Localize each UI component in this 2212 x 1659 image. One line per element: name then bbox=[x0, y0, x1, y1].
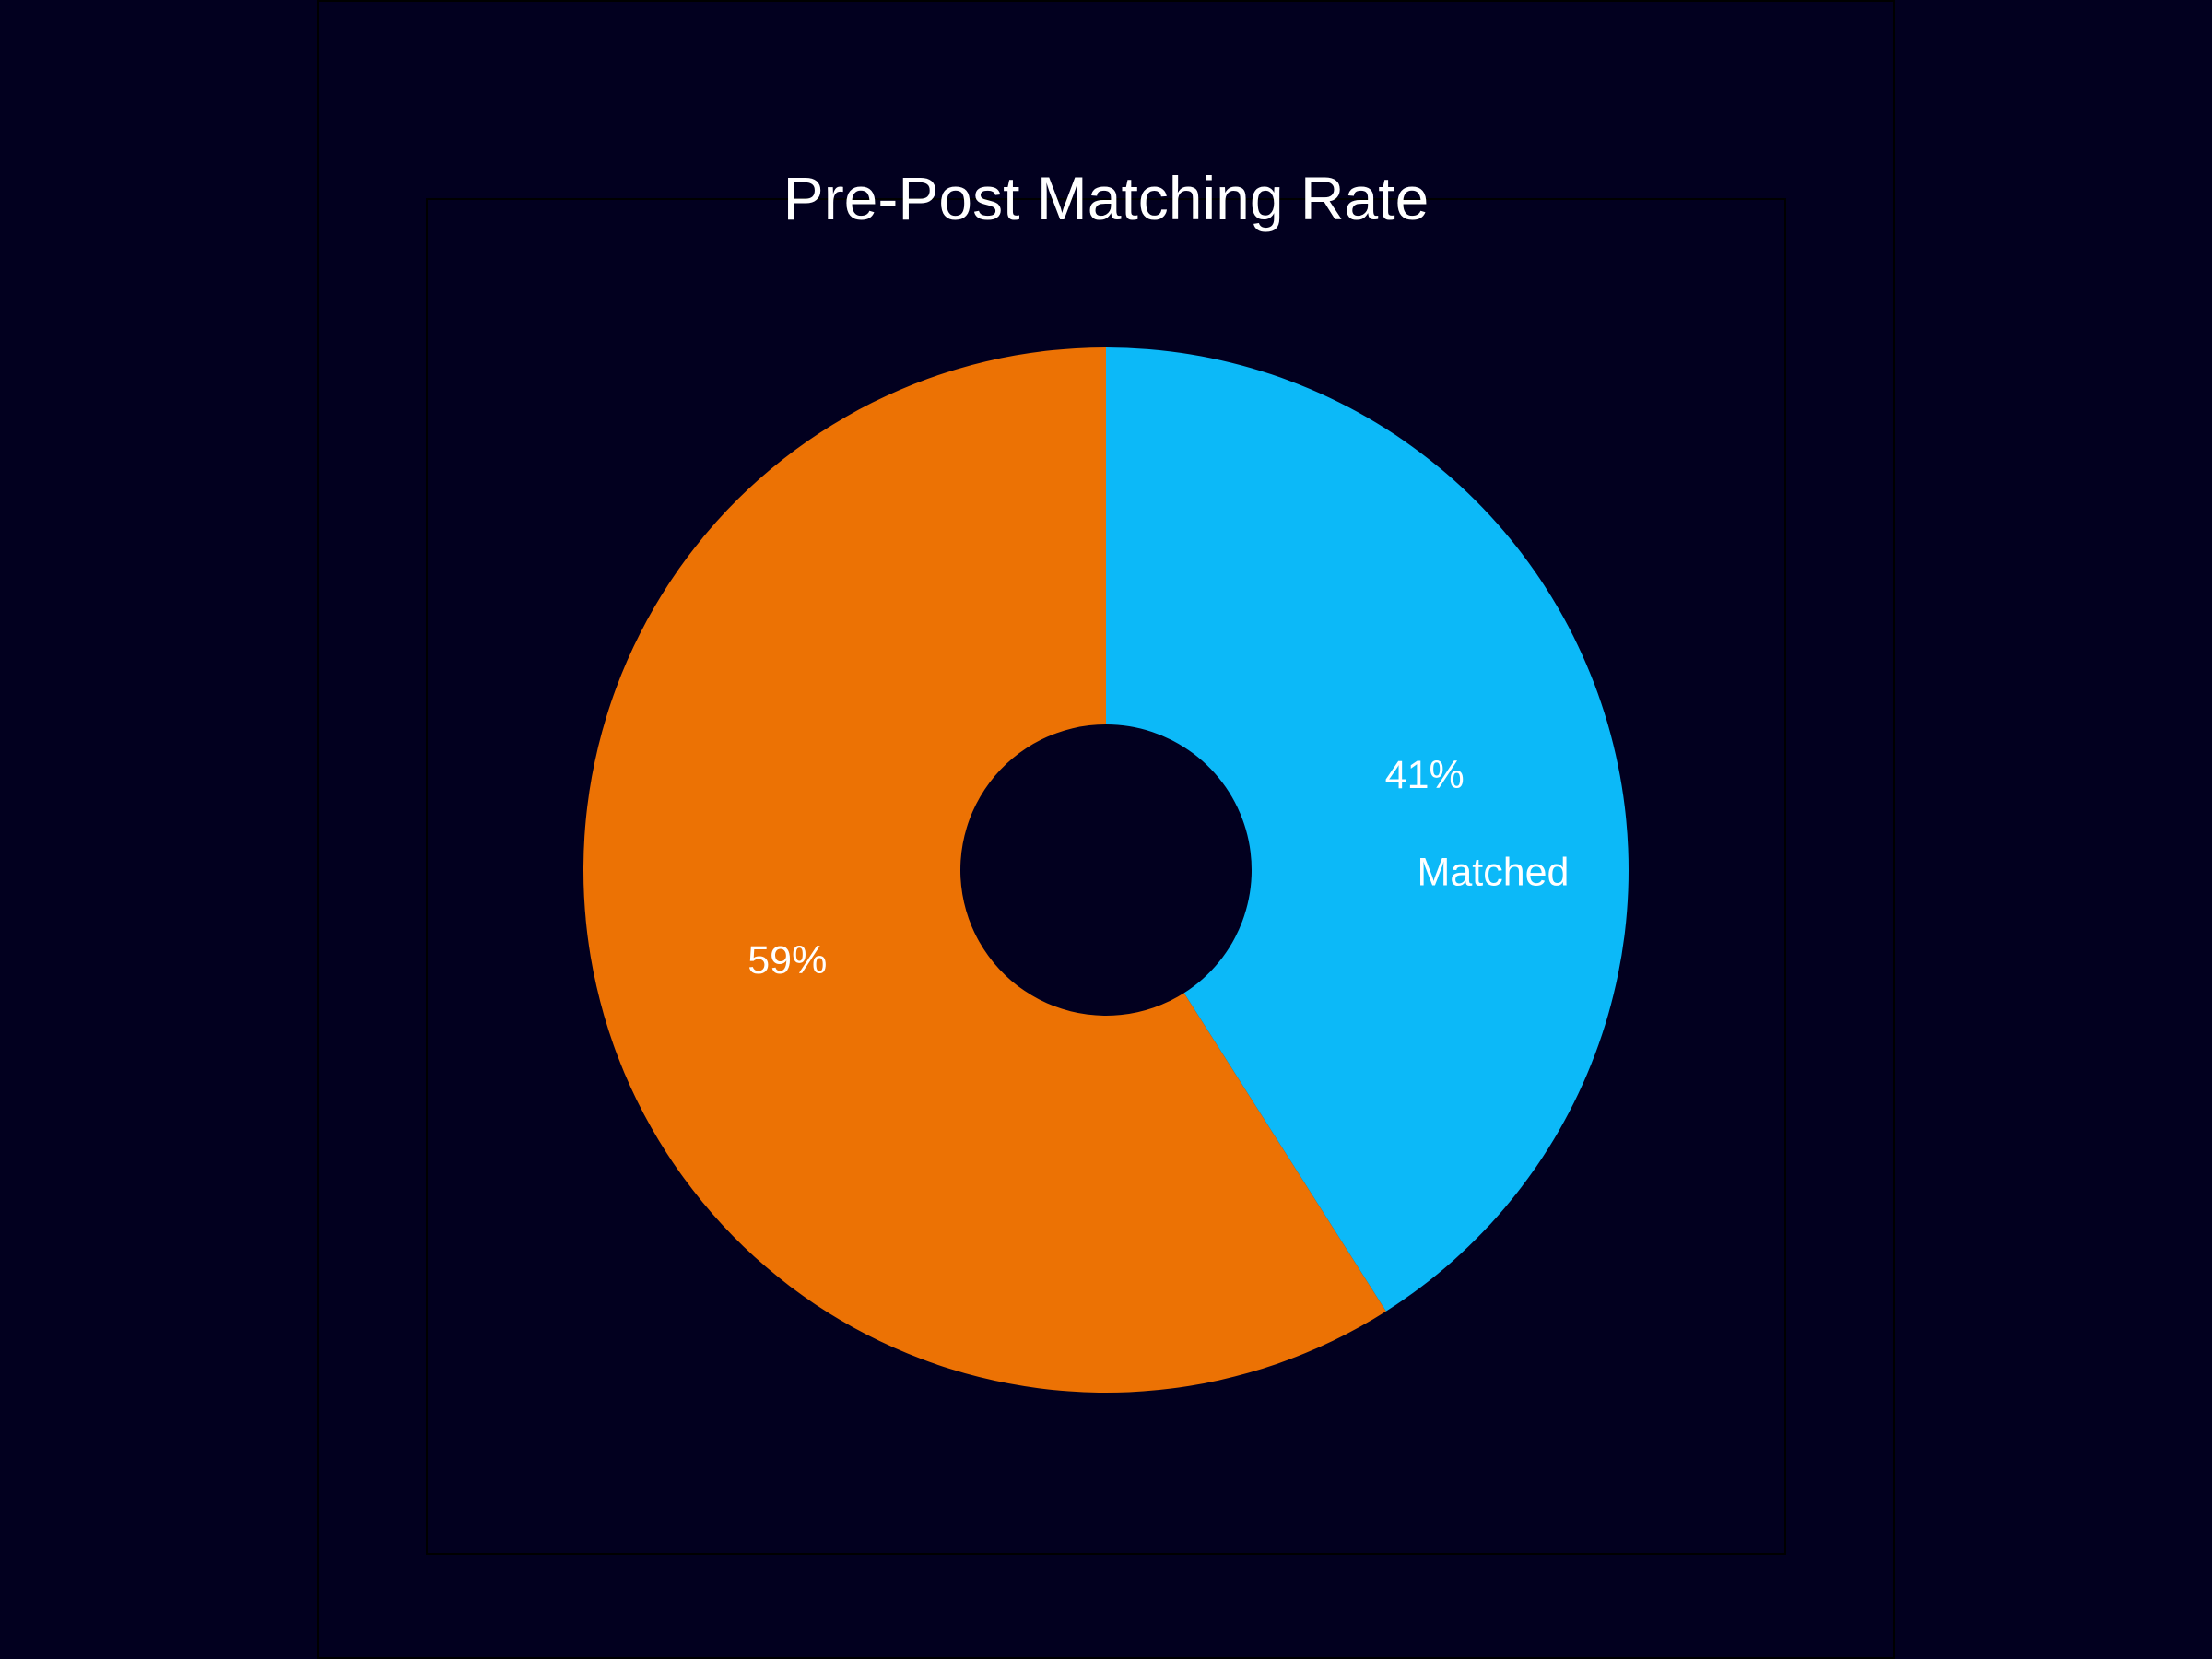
slice-category-label: Matched bbox=[1418, 850, 1570, 894]
slice-matched bbox=[1106, 347, 1629, 1312]
slice-percent-label: 59% bbox=[747, 938, 827, 982]
slice-percent-label: 41% bbox=[1385, 753, 1465, 797]
slice-unlabeled-1 bbox=[582, 347, 1386, 1393]
plot-frame bbox=[426, 198, 1786, 1555]
chart-title: Pre-Post Matching Rate bbox=[783, 164, 1430, 232]
labels-group: 41% Matched 59% bbox=[747, 753, 1569, 982]
slices-group bbox=[582, 347, 1629, 1393]
figure-frame bbox=[317, 0, 1895, 1659]
